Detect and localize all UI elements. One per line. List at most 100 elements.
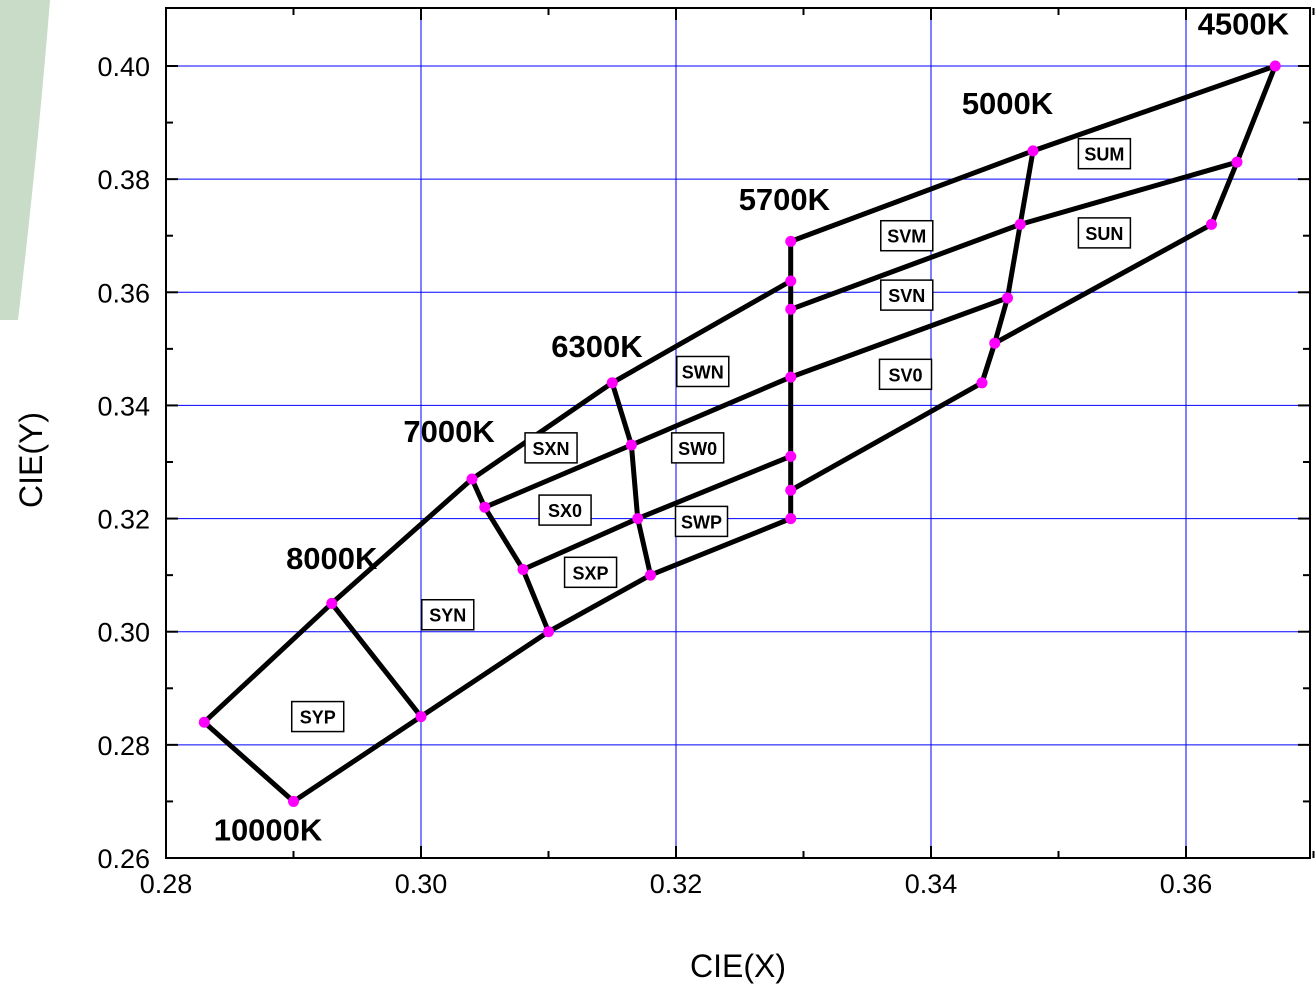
bin-label: SWN <box>676 355 730 388</box>
cct-label: 5000K <box>962 86 1054 121</box>
bin-label-box <box>880 279 934 311</box>
data-point <box>1002 292 1013 304</box>
bin-label-text: SX0 <box>548 501 582 521</box>
cct-labels: 4500K 5000K 5700K 6300K 7000K 8000K 10000K <box>214 7 1290 848</box>
bin-label-box <box>538 494 592 526</box>
data-point <box>976 377 988 389</box>
cct-label: 8000K <box>286 541 378 576</box>
bin-label: SXP <box>563 556 618 589</box>
bin-label: SYN <box>421 598 475 631</box>
bin-label-text: SWN <box>682 362 724 382</box>
y-tick-label: 0.26 <box>97 844 150 874</box>
data-point <box>785 371 797 383</box>
bin-label-box <box>670 432 725 464</box>
x-tick-label: 0.36 <box>1160 869 1213 899</box>
bin-boundary-line <box>788 63 1278 493</box>
data-point <box>326 597 338 609</box>
bin-label-text: SYP <box>300 708 336 728</box>
x-tick-label: 0.34 <box>905 869 958 899</box>
bin-labels: SUM SUN SVM SVN SV0 SWN SW0 SWP SXN SX0 SXP SYN SYP <box>290 137 1132 733</box>
data-point <box>785 235 797 247</box>
bin-label-box <box>674 505 729 538</box>
background-accent <box>0 0 50 320</box>
y-tick-label: 0.40 <box>97 52 150 82</box>
bin-label-box <box>880 219 934 252</box>
bin-label-text: SV0 <box>888 365 922 385</box>
bin-label-box <box>1077 137 1132 170</box>
data-point <box>1231 156 1243 168</box>
bin-boundary-line <box>482 295 1010 510</box>
bin-label: SUN <box>1077 217 1132 249</box>
bin-label: SYP <box>290 700 345 733</box>
bin-label-text: SUN <box>1085 224 1123 244</box>
bin-label-text: SUM <box>1084 145 1124 165</box>
y-tick-label: 0.30 <box>97 618 150 648</box>
data-point <box>466 473 478 485</box>
bin-label-box <box>421 598 475 631</box>
x-tick-label: 0.30 <box>395 869 448 899</box>
data-point <box>288 795 299 807</box>
data-point <box>1269 60 1281 72</box>
data-point <box>785 513 797 525</box>
bin-label: SW0 <box>670 432 725 464</box>
x-tick-label: 0.32 <box>650 869 703 899</box>
bin-boundary-line <box>609 380 653 578</box>
bin-label-box <box>676 355 730 388</box>
data-point <box>785 275 797 287</box>
y-tick-label: 0.38 <box>97 165 150 195</box>
bin-label-text: SXN <box>533 439 570 459</box>
data-point <box>785 303 797 315</box>
bin-label: SV0 <box>878 358 933 391</box>
data-point <box>625 439 637 451</box>
bin-label: SVM <box>880 219 934 252</box>
cct-label: 10000K <box>214 813 323 848</box>
bin-label-text: SVN <box>888 286 925 306</box>
bin-boundary-line <box>329 600 424 720</box>
data-point <box>415 711 427 723</box>
bin-label-text: SYN <box>429 606 466 626</box>
data-point <box>632 513 644 525</box>
bin-boundary-lines <box>201 63 1278 804</box>
bin-label-text: SWP <box>681 512 722 532</box>
axis-ticks <box>165 8 1315 859</box>
data-point <box>1206 218 1217 230</box>
bin-label: SXN <box>524 432 578 464</box>
bin-label: SVN <box>880 279 934 311</box>
cct-label: 5700K <box>739 182 831 217</box>
y-tick-labels: 0.26 0.28 0.30 0.32 0.34 0.36 0.38 0.40 <box>97 52 150 874</box>
bin-boundary-line <box>979 148 1036 386</box>
data-point <box>785 484 797 496</box>
data-point <box>517 563 529 575</box>
bin-label-box <box>1077 217 1132 249</box>
data-point <box>989 337 1001 349</box>
bin-label-box <box>290 700 345 733</box>
y-axis-title: CIE(Y) <box>13 412 49 508</box>
y-tick-label: 0.32 <box>97 505 150 535</box>
bin-label: SX0 <box>538 494 592 526</box>
bin-label-box <box>524 432 578 464</box>
data-point <box>645 569 656 581</box>
bin-boundary-line <box>201 516 794 804</box>
data-point <box>543 626 554 638</box>
x-tick-labels: 0.28 0.30 0.32 0.34 0.36 <box>140 869 1213 899</box>
cct-label: 7000K <box>403 414 495 449</box>
data-point <box>1014 218 1026 230</box>
data-point <box>198 716 210 728</box>
bin-label: SWP <box>674 505 729 538</box>
x-tick-label: 0.28 <box>140 869 193 899</box>
data-point <box>785 450 797 462</box>
bin-label-box <box>563 556 618 589</box>
bin-boundary-line <box>469 476 551 635</box>
bin-label-text: SVM <box>887 227 926 247</box>
bin-label-text: SW0 <box>678 439 717 459</box>
chromaticity-points <box>198 60 1281 807</box>
y-tick-label: 0.34 <box>97 391 150 421</box>
bin-boundary-line <box>788 159 1240 312</box>
data-point <box>479 501 491 513</box>
cct-label: 6300K <box>551 329 643 364</box>
data-point <box>606 377 618 389</box>
bin-label-box <box>878 358 933 391</box>
y-tick-label: 0.28 <box>97 731 150 761</box>
bin-label: SUM <box>1077 137 1132 170</box>
